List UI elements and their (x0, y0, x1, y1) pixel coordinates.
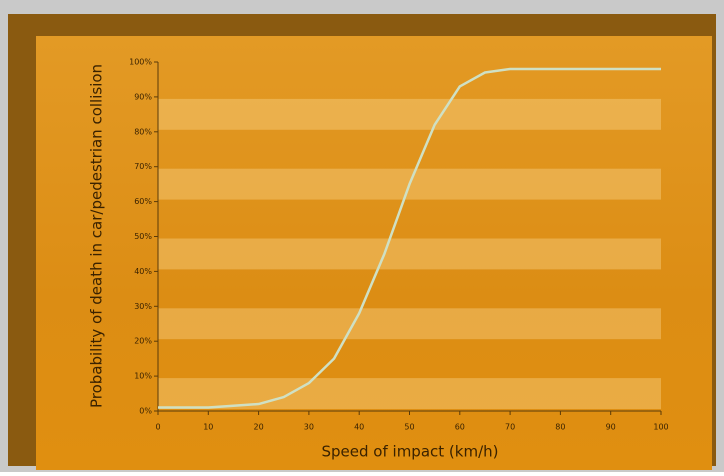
band (158, 99, 661, 130)
y-tick-label: 90% (134, 92, 152, 101)
x-tick-label: 70 (505, 423, 515, 432)
x-tick-label: 90 (606, 423, 616, 432)
y-tick-label: 0% (139, 407, 152, 416)
band (158, 239, 661, 270)
page: {"chart_data": {"type": "line", "x_label… (0, 0, 724, 472)
y-axis-label: Probability of death in car/pedestrian c… (88, 64, 106, 408)
y-tick-label: 10% (134, 372, 152, 381)
x-tick-label: 100 (653, 423, 668, 432)
x-tick-label: 60 (455, 423, 465, 432)
band (158, 378, 661, 409)
y-tick-label: 100% (129, 58, 152, 67)
x-tick-label: 10 (203, 423, 213, 432)
x-tick-label: 50 (404, 423, 414, 432)
y-tick-label: 70% (134, 162, 152, 171)
x-tick-label: 40 (354, 423, 364, 432)
x-tick-label: 20 (254, 423, 264, 432)
y-tick-label: 30% (134, 302, 152, 311)
band (158, 308, 661, 339)
y-tick-label: 50% (134, 232, 152, 241)
x-tick-label: 30 (304, 423, 314, 432)
y-tick-label: 60% (134, 197, 152, 206)
y-tick-label: 80% (134, 127, 152, 136)
x-tick-label: 0 (155, 423, 160, 432)
chart: 0% 10% 20% 30% 40% 50% 60% 70% 80% 90% 100% 0 10 20 30… (0, 0, 724, 472)
y-tick-label: 40% (134, 267, 152, 276)
y-tick-label: 20% (134, 337, 152, 346)
x-tick-label: 80 (555, 423, 565, 432)
x-axis-label: Speed of impact (km/h) (322, 443, 499, 461)
